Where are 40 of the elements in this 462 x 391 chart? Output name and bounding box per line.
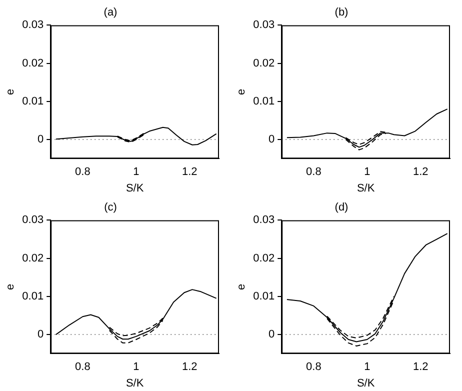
x-axis-title: S/K xyxy=(126,377,144,390)
x-tick-label: 1 xyxy=(133,361,140,374)
x-tick-label: 1 xyxy=(364,166,370,178)
x-tick-label: 1 xyxy=(364,361,370,374)
chart-title: (c) xyxy=(104,202,117,214)
y-tick-label: 0.03 xyxy=(22,214,44,226)
y-axis-title: e xyxy=(4,284,17,290)
chart-title: (a) xyxy=(104,6,118,19)
x-tick-label: 1 xyxy=(133,166,140,178)
x-tick-label: 1.2 xyxy=(182,166,198,178)
x-axis-title: S/K xyxy=(356,182,376,194)
y-tick-label: 0.02 xyxy=(22,57,44,70)
y-axis-title: e xyxy=(236,284,248,290)
y-tick-label: 0.03 xyxy=(253,214,275,226)
y-tick-label: 0.01 xyxy=(22,95,44,108)
y-tick-label: 0.03 xyxy=(22,19,44,32)
x-tick-label: 0.8 xyxy=(306,166,322,178)
y-tick-label: 0.02 xyxy=(253,57,275,70)
x-tick-label: 1.2 xyxy=(412,166,428,178)
y-tick-label: 0 xyxy=(268,134,275,146)
x-axis-title: S/K xyxy=(126,182,144,194)
y-tick-label: 0 xyxy=(268,328,275,341)
x-tick-label: 0.8 xyxy=(306,361,322,374)
x-tick-label: 1.2 xyxy=(182,361,198,374)
y-tick-label: 0 xyxy=(37,328,44,341)
y-tick-label: 0.01 xyxy=(253,95,275,108)
y-tick-label: 0.01 xyxy=(22,290,44,302)
y-tick-label: 0.02 xyxy=(22,252,44,264)
x-tick-label: 1.2 xyxy=(412,361,428,374)
x-axis-title: S/K xyxy=(356,377,376,390)
chart-title: (d) xyxy=(334,202,348,214)
y-axis-title: e xyxy=(236,88,248,95)
x-tick-label: 0.8 xyxy=(75,166,90,178)
y-tick-label: 0.01 xyxy=(253,290,275,302)
y-tick-label: 0.03 xyxy=(253,19,275,32)
y-tick-label: 0.02 xyxy=(253,252,275,264)
y-axis-title: e xyxy=(4,88,17,95)
x-tick-label: 0.8 xyxy=(75,361,90,374)
chart-title: (b) xyxy=(334,6,348,19)
y-tick-label: 0 xyxy=(37,134,44,146)
